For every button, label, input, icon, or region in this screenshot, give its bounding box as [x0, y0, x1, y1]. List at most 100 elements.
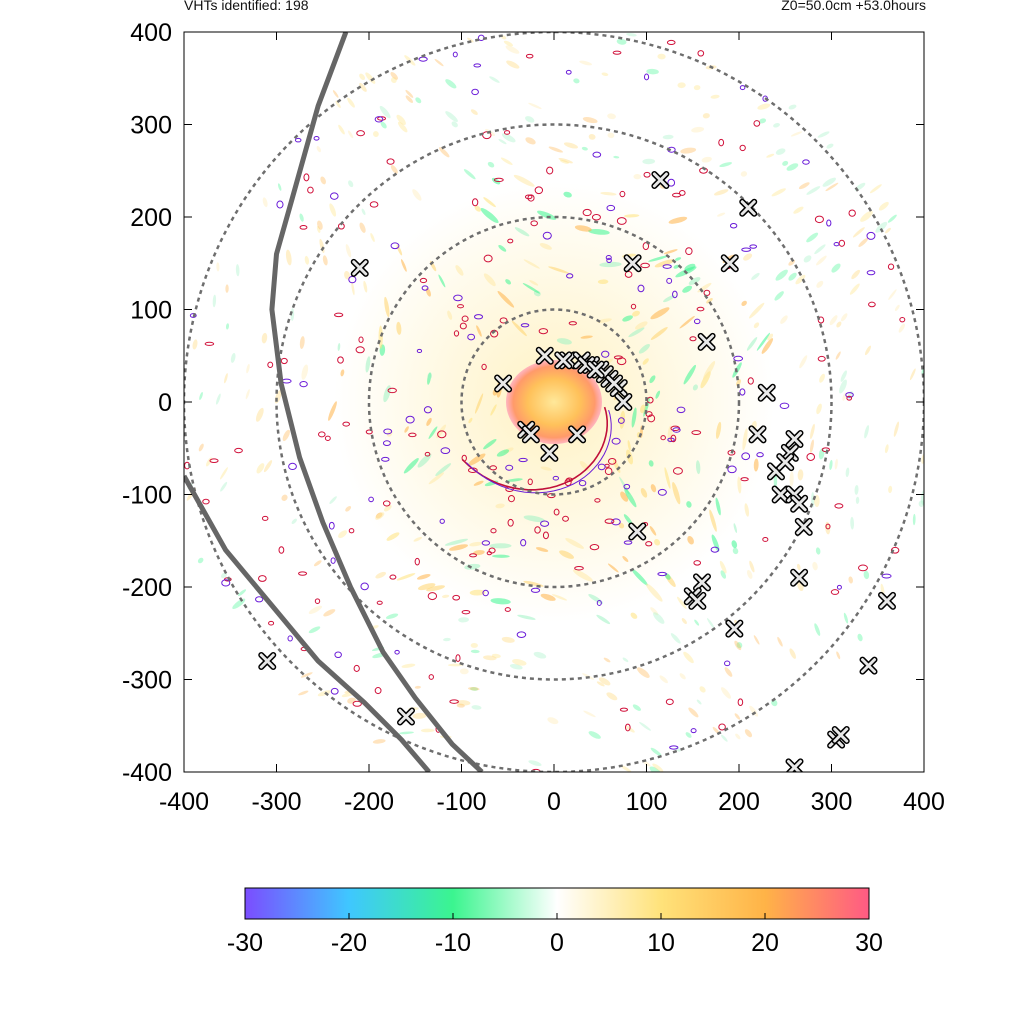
field-speckle	[648, 255, 669, 262]
vorticity-contour	[749, 244, 758, 249]
vorticity-contour	[727, 465, 737, 474]
vorticity-contour	[255, 596, 264, 603]
vorticity-contour	[313, 135, 320, 141]
field-speckle	[329, 203, 337, 217]
field-speckle	[840, 313, 848, 322]
x-tick-label: 200	[718, 788, 760, 816]
field-speckle	[788, 272, 797, 281]
vorticity-contour	[693, 560, 702, 566]
field-speckle	[221, 572, 228, 579]
field-speckle	[854, 484, 859, 495]
vorticity-contour	[672, 427, 681, 433]
field-speckle	[523, 515, 545, 523]
field-speckle	[476, 325, 482, 337]
vorticity-contour	[473, 314, 484, 320]
field-speckle	[520, 774, 536, 783]
field-speckle	[359, 73, 366, 81]
field-speckle	[525, 137, 536, 145]
field-speckle	[741, 300, 747, 307]
field-speckle	[505, 279, 511, 285]
field-speckle	[216, 393, 221, 405]
field-speckle	[742, 428, 748, 451]
field-speckle	[639, 722, 651, 731]
vorticity-contour	[318, 431, 326, 438]
field-speckle	[646, 583, 663, 602]
field-speckle	[490, 404, 497, 416]
field-speckle	[435, 463, 452, 477]
field-speckle	[574, 225, 592, 232]
vorticity-contour	[453, 330, 460, 337]
field-speckle	[670, 633, 681, 644]
vorticity-contour	[830, 589, 840, 595]
coastlines	[184, 32, 484, 772]
vht-marker	[720, 254, 739, 273]
field-speckle	[677, 82, 686, 89]
vht-marker	[697, 332, 716, 351]
field-speckle	[361, 208, 366, 216]
colorbar-ticks: -30 -20 -10 0 10 20 30	[227, 913, 883, 957]
field-speckle	[684, 263, 696, 272]
colorbar-tick-label: 10	[647, 929, 675, 957]
field-speckle	[359, 222, 366, 233]
field-speckle	[749, 705, 759, 717]
field-speckle	[348, 180, 354, 188]
vorticity-contour	[833, 241, 840, 247]
vorticity-contour	[299, 380, 308, 388]
colorbar-tick-label: 0	[550, 929, 564, 957]
field-speckle	[619, 410, 626, 429]
field-speckle	[878, 201, 889, 211]
field-speckle	[836, 321, 842, 328]
field-speckle	[869, 184, 882, 194]
vorticity-contour	[421, 285, 429, 291]
field-speckle	[458, 617, 470, 623]
field-speckle	[789, 648, 796, 659]
vorticity-contour	[469, 553, 477, 558]
vorticity-contour	[678, 190, 686, 196]
field-speckle	[626, 32, 637, 37]
field-speckle	[622, 315, 633, 322]
field-speckle	[753, 458, 759, 472]
vorticity-contour	[669, 745, 679, 750]
field-speckle	[683, 651, 694, 664]
field-speckle	[646, 68, 659, 75]
field-speckle	[313, 560, 322, 567]
field-speckle	[308, 626, 321, 634]
field-speckle	[299, 213, 304, 222]
field-speckle	[301, 364, 309, 380]
field-speckle	[887, 214, 897, 223]
vorticity-contour	[482, 589, 489, 597]
field-speckle	[715, 421, 722, 439]
vht-marker	[628, 522, 647, 541]
field-speckle	[489, 543, 512, 549]
vorticity-contour	[342, 421, 351, 427]
spiral-band-contour	[461, 406, 609, 491]
field-speckle	[620, 764, 632, 772]
field-speckle	[500, 157, 513, 165]
field-speckle	[511, 320, 527, 337]
field-speckle	[599, 261, 622, 268]
coastline	[184, 474, 432, 772]
vorticity-contour	[826, 219, 832, 227]
field-speckle	[600, 192, 617, 196]
field-speckle	[598, 677, 611, 686]
field-speckle	[685, 732, 692, 738]
vorticity-contour	[604, 518, 615, 524]
field-speckle	[796, 563, 801, 571]
vorticity-contour	[518, 457, 528, 463]
field-speckle	[532, 18, 540, 24]
vorticity-contour	[202, 498, 210, 505]
field-speckle	[456, 700, 471, 706]
field-speckle	[662, 134, 674, 140]
field-speckle	[918, 500, 924, 508]
vht-markers	[258, 171, 896, 772]
vorticity-contour	[428, 674, 434, 680]
field-speckle	[583, 786, 591, 792]
vorticity-contour	[353, 664, 360, 672]
vorticity-contour	[374, 116, 384, 123]
vorticity-contour	[666, 39, 676, 46]
field-speckle	[473, 480, 484, 486]
vht-marker	[540, 443, 559, 462]
field-speckle	[449, 544, 468, 551]
field-speckle	[597, 279, 609, 285]
field-speckle	[648, 460, 654, 467]
